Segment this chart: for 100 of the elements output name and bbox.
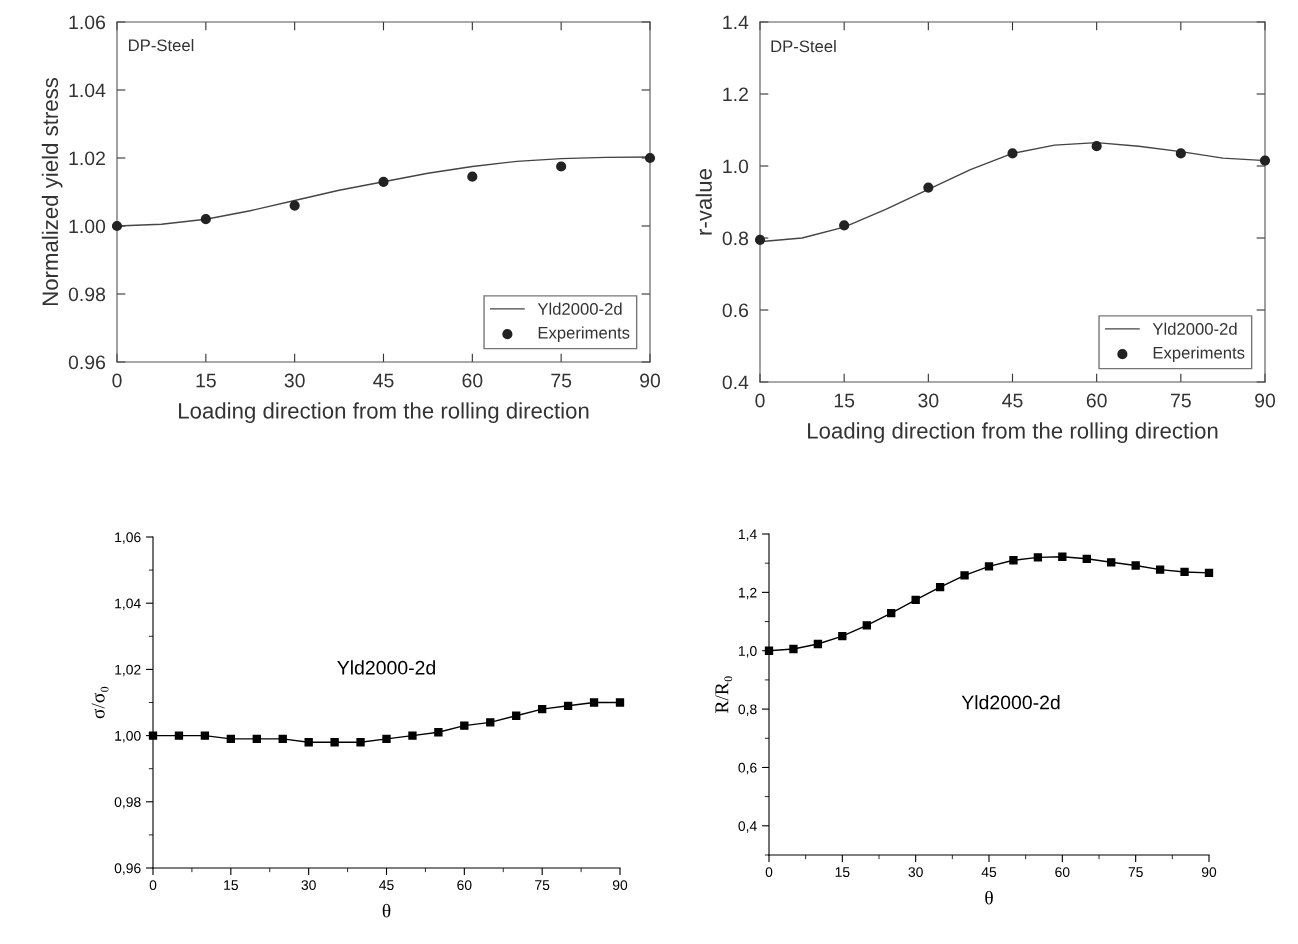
y-axis-title: Normalized yield stress xyxy=(41,77,63,306)
x-tick-label: 30 xyxy=(284,373,305,388)
point xyxy=(960,571,969,580)
y-tick-label: 1,06 xyxy=(115,532,141,544)
x-axis-title: Loading direction from the rolling direction xyxy=(179,402,589,424)
point xyxy=(984,562,994,571)
y-tick-label: 1.0 xyxy=(723,159,749,174)
y-tick-label: 0,98 xyxy=(114,797,141,809)
x-tick-label: 90 xyxy=(612,880,628,891)
x-axis-title: θ xyxy=(382,903,391,918)
x-tick-label: 45 xyxy=(1002,393,1023,408)
point xyxy=(174,731,184,740)
point xyxy=(330,738,339,747)
x-tick-label: 75 xyxy=(1128,867,1143,878)
point xyxy=(923,182,934,193)
annotation: Yld2000-2d xyxy=(961,695,1060,710)
point xyxy=(1009,556,1018,565)
point xyxy=(467,171,478,182)
legend-label: Experiments xyxy=(538,326,630,342)
y-tick-label: 1,00 xyxy=(115,730,141,743)
x-tick-label: 0 xyxy=(765,867,773,878)
x-tick-label: 90 xyxy=(640,373,661,388)
point xyxy=(408,731,417,740)
point xyxy=(935,582,945,592)
x-tick-label: 60 xyxy=(457,880,472,891)
x-tick-label: 45 xyxy=(373,373,394,388)
x-tick-label: 60 xyxy=(1055,867,1070,878)
point xyxy=(1175,148,1186,159)
x-tick-label: 45 xyxy=(981,867,997,878)
point xyxy=(862,621,871,630)
x-tick-label: 15 xyxy=(835,867,850,878)
point xyxy=(887,608,896,618)
y-tick-label: 1.02 xyxy=(69,151,105,166)
point xyxy=(1180,567,1189,577)
point xyxy=(1082,554,1091,563)
point xyxy=(537,704,547,714)
annotation: DP-Steel xyxy=(771,40,836,53)
x-tick-label: 60 xyxy=(1086,393,1107,408)
x-tick-label: 90 xyxy=(1255,393,1276,408)
x-tick-label: 60 xyxy=(462,373,483,388)
x-tick-label: 15 xyxy=(834,393,855,408)
x-tick-label: 15 xyxy=(196,373,216,388)
x-tick-label: 90 xyxy=(1201,867,1217,878)
point xyxy=(289,200,300,211)
point xyxy=(200,731,210,740)
point xyxy=(589,698,599,707)
y-axis-title: σ/σ₀ xyxy=(91,686,109,719)
point xyxy=(556,161,567,172)
x-tick-label: 30 xyxy=(301,880,316,891)
point xyxy=(1033,553,1043,562)
point xyxy=(839,220,850,231)
annotation: DP-Steel xyxy=(129,39,194,52)
legend-label: Yld2000-2d xyxy=(1152,322,1237,335)
point xyxy=(252,734,261,744)
annotation: Yld2000-2d xyxy=(337,660,435,675)
point xyxy=(304,738,313,747)
point xyxy=(1204,568,1214,577)
x-tick-label: 45 xyxy=(379,880,394,891)
x-tick-label: 75 xyxy=(1171,393,1191,408)
point xyxy=(200,214,211,225)
y-axis-title: R/R₀ xyxy=(715,676,733,713)
legend-label: Yld2000-2d xyxy=(537,302,622,315)
x-tick-label: 30 xyxy=(918,393,939,408)
x-tick-label: 75 xyxy=(535,880,550,891)
point xyxy=(1007,148,1018,159)
y-tick-label: 0,4 xyxy=(738,821,757,833)
point xyxy=(911,595,920,605)
y-tick-label: 1.06 xyxy=(69,15,106,30)
point xyxy=(1259,155,1271,166)
point xyxy=(111,220,123,232)
x-axis-title: θ xyxy=(985,890,993,905)
point xyxy=(1058,552,1067,561)
x-tick-label: 0 xyxy=(112,373,122,388)
y-tick-label: 1,2 xyxy=(738,587,757,600)
y-tick-label: 1,02 xyxy=(115,664,141,677)
point xyxy=(356,738,365,747)
point xyxy=(1131,561,1140,570)
y-tick-label: 1.04 xyxy=(69,83,106,98)
point xyxy=(226,734,236,744)
point xyxy=(1091,141,1102,152)
y-tick-label: 0,8 xyxy=(738,704,757,716)
point xyxy=(512,711,521,720)
x-tick-label: 15 xyxy=(224,880,238,891)
y-tick-label: 1,04 xyxy=(115,598,141,611)
point xyxy=(1107,558,1116,567)
y-tick-label: 1.4 xyxy=(723,15,749,30)
y-tick-label: 0.96 xyxy=(68,355,106,370)
point xyxy=(460,721,469,730)
y-tick-label: 0.4 xyxy=(722,375,749,390)
point xyxy=(563,701,573,710)
x-tick-label: 0 xyxy=(755,393,765,408)
legend-label: Experiments xyxy=(1153,346,1245,362)
point xyxy=(644,152,656,164)
point xyxy=(838,631,847,641)
y-tick-label: 0.6 xyxy=(722,303,749,318)
y-tick-label: 1,0 xyxy=(738,646,757,658)
point xyxy=(789,644,798,654)
x-axis-title: Loading direction from the rolling direction xyxy=(808,422,1218,444)
y-tick-label: 1.2 xyxy=(723,87,748,102)
x-tick-label: 75 xyxy=(551,373,572,388)
